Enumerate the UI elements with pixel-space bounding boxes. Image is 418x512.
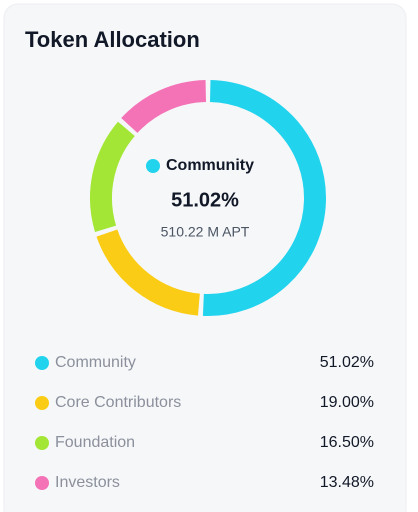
legend-dot <box>35 356 49 370</box>
donut-segment <box>121 80 207 134</box>
center-value: 51.02% <box>171 189 239 211</box>
card-title: Token Allocation <box>25 27 200 52</box>
legend-dot <box>35 436 49 450</box>
center-dot <box>146 159 160 173</box>
legend-label: Investors <box>55 474 120 491</box>
legend-value: 51.02% <box>320 354 374 371</box>
center-detail: 510.22 M APT <box>161 224 250 240</box>
legend-value: 19.00% <box>320 394 374 411</box>
card-background <box>3 3 407 512</box>
legend-dot <box>35 476 49 490</box>
legend-dot <box>35 396 49 410</box>
donut-segment <box>90 121 135 232</box>
legend-value: 16.50% <box>320 434 374 451</box>
legend-label: Community <box>55 354 136 371</box>
donut-segment <box>96 229 201 316</box>
legend-value: 13.48% <box>320 474 374 491</box>
center-category: Community <box>166 157 254 174</box>
legend-label: Foundation <box>55 434 135 451</box>
legend-label: Core Contributors <box>55 394 181 411</box>
donut-segment <box>202 80 326 316</box>
